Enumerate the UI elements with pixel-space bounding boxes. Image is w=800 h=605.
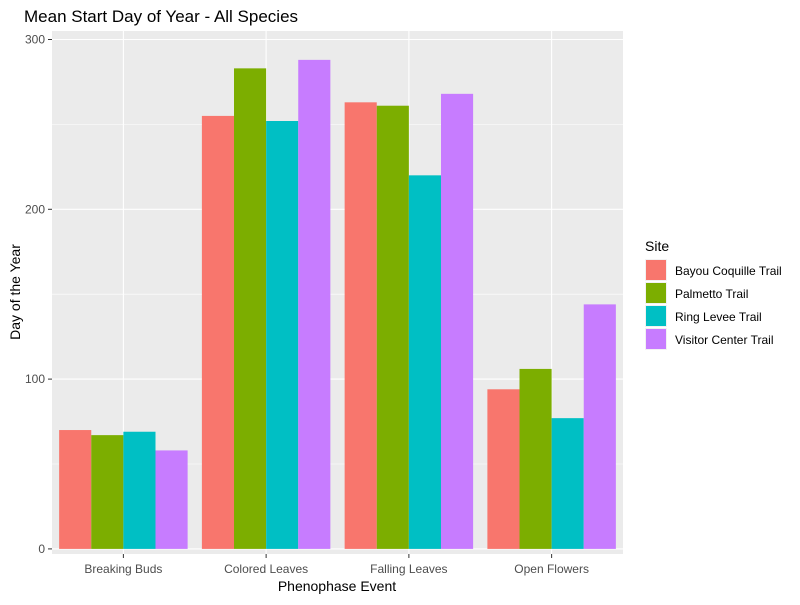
- legend-items: Bayou Coquille Trail Palmetto Trail Ring L…: [645, 259, 782, 350]
- bar: [408, 175, 441, 549]
- bar: [440, 93, 474, 549]
- bar: [59, 430, 92, 549]
- bar: [298, 59, 331, 549]
- y-tick-label: 0: [38, 542, 45, 556]
- bar: [551, 418, 584, 549]
- bar: [583, 304, 616, 549]
- bar: [155, 450, 188, 549]
- bar: [266, 120, 299, 549]
- y-axis: 0 100 200 300: [25, 32, 52, 556]
- legend-swatch: [646, 329, 666, 349]
- x-tick-label: Breaking Buds: [84, 562, 162, 576]
- x-axis: Breaking Buds Colored Leaves Falling Leave…: [84, 554, 589, 576]
- x-tick-label: Falling Leaves: [370, 562, 447, 576]
- legend-label: Ring Levee Trail: [675, 310, 762, 324]
- legend-swatch: [646, 283, 666, 303]
- legend-label: Visitor Center Trail: [675, 333, 773, 347]
- legend-label: Palmetto Trail: [675, 287, 748, 301]
- bar: [91, 435, 124, 549]
- bars: [59, 59, 616, 549]
- legend-swatch: [646, 306, 666, 326]
- y-tick-label: 200: [25, 202, 45, 216]
- bar: [123, 431, 156, 549]
- bar: [376, 105, 409, 549]
- y-tick-label: 100: [25, 372, 45, 386]
- legend-title: Site: [645, 238, 669, 254]
- legend-label: Bayou Coquille Trail: [675, 264, 782, 278]
- bar: [519, 368, 552, 549]
- bar: [344, 102, 377, 549]
- legend: Site Bayou Coquille Trail Palmetto Trail R…: [645, 238, 782, 350]
- x-tick-label: Colored Leaves: [224, 562, 308, 576]
- y-axis-title: Day of the Year: [7, 244, 23, 340]
- x-tick-label: Open Flowers: [514, 562, 589, 576]
- bar: [201, 115, 235, 549]
- legend-swatch: [646, 260, 666, 280]
- bar: [487, 389, 520, 549]
- x-axis-title: Phenophase Event: [278, 578, 396, 594]
- bar: [234, 68, 267, 549]
- y-tick-label: 300: [25, 32, 45, 46]
- chart-title: Mean Start Day of Year - All Species: [24, 7, 298, 26]
